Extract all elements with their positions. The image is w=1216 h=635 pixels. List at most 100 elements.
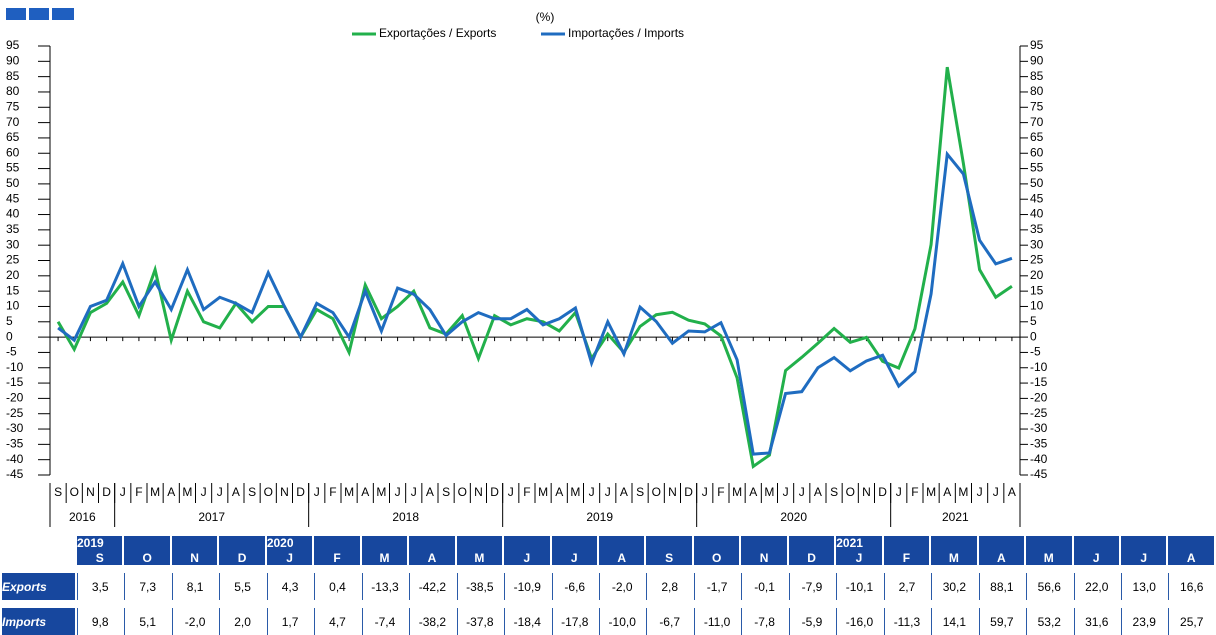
x-tick-label: A — [814, 485, 822, 499]
spacer — [2, 565, 75, 573]
month-header: D — [788, 550, 835, 565]
x-tick-label: A — [555, 485, 563, 499]
x-tick-label: S — [830, 485, 838, 499]
year-header — [978, 536, 1025, 550]
logo-block — [52, 8, 74, 20]
month-header: J — [504, 550, 550, 565]
cell: 14,1 — [931, 608, 976, 635]
cell: -11,3 — [883, 608, 929, 635]
month-header: A — [978, 550, 1025, 565]
month-header: M — [1026, 550, 1072, 565]
chart-title: (%) — [536, 10, 555, 24]
x-tick-label: M — [376, 485, 386, 499]
year-label: 2020 — [780, 510, 807, 524]
x-tick-label: D — [684, 485, 693, 499]
y-tick-label: -20 — [6, 391, 24, 405]
y-tick-label: -35 — [6, 437, 24, 451]
x-tick-label: J — [799, 485, 805, 499]
cell: -13,3 — [361, 573, 407, 600]
month-header: J — [551, 550, 597, 565]
cell: -38,5 — [456, 573, 502, 600]
x-tick-label: F — [135, 485, 142, 499]
x-tick-label: D — [102, 485, 111, 499]
y-tick-label: 5 — [6, 314, 13, 328]
cell: 2,8 — [646, 573, 691, 600]
x-tick-label: N — [86, 485, 95, 499]
month-header: O — [124, 550, 170, 565]
year-header — [931, 536, 977, 550]
y2-tick-label: 65 — [1030, 130, 1044, 144]
y2-tick-label: 10 — [1030, 299, 1044, 313]
cell: -16,0 — [836, 608, 881, 635]
cell: 1,7 — [266, 608, 312, 635]
month-header: M — [456, 550, 503, 565]
y2-tick-label: 25 — [1030, 253, 1044, 267]
year-label: 2017 — [198, 510, 225, 524]
y-tick-label: 20 — [6, 268, 20, 282]
cell: 0,4 — [314, 573, 359, 600]
x-tick-label: M — [150, 485, 160, 499]
y-tick-label: 55 — [6, 161, 20, 175]
y2-tick-label: 15 — [1030, 283, 1044, 297]
series-line — [57, 150, 1013, 456]
x-tick-label: A — [1008, 485, 1016, 499]
month-header: A — [1168, 550, 1214, 565]
cell: 2,0 — [219, 608, 264, 635]
year-header — [693, 536, 740, 550]
x-tick-label: J — [589, 485, 595, 499]
x-tick-label: M — [538, 485, 548, 499]
y2-tick-label: 50 — [1030, 176, 1044, 190]
y2-tick-label: 85 — [1030, 69, 1044, 83]
year-header — [788, 536, 835, 550]
cell: -2,0 — [598, 573, 644, 600]
x-tick-label: M — [958, 485, 968, 499]
y2-tick-label: 70 — [1030, 115, 1044, 129]
table-row: 2019 2020 2021 — [2, 536, 1214, 550]
cell: -10,0 — [598, 608, 644, 635]
cell: 9,8 — [77, 608, 122, 635]
x-tick-label: A — [361, 485, 369, 499]
year-header — [1026, 536, 1072, 550]
x-tick-label: N — [668, 485, 677, 499]
x-tick-label: O — [264, 485, 273, 499]
table-row — [2, 565, 1214, 573]
x-tick-label: A — [620, 485, 628, 499]
year-header — [456, 536, 503, 550]
corner — [2, 536, 75, 550]
y2-tick-label: 35 — [1030, 222, 1044, 236]
x-tick-label: M — [926, 485, 936, 499]
y-tick-label: -10 — [6, 360, 24, 374]
x-tick-label: O — [652, 485, 661, 499]
cell: 56,6 — [1026, 573, 1071, 600]
year-header — [361, 536, 408, 550]
x-tick-label: M — [182, 485, 192, 499]
y-tick-label: 40 — [6, 207, 20, 221]
y2-tick-label: -35 — [1030, 437, 1048, 451]
y-tick-label: 10 — [6, 299, 20, 313]
x-tick-label: J — [217, 485, 223, 499]
x-tick-label: O — [846, 485, 855, 499]
cell: -7,4 — [361, 608, 407, 635]
y2-tick-label: 45 — [1030, 191, 1044, 205]
x-tick-label: J — [411, 485, 417, 499]
x-tick-label: A — [232, 485, 240, 499]
year-header: 2020 — [266, 536, 313, 550]
cell: 30,2 — [931, 573, 976, 600]
x-tick-label: D — [878, 485, 887, 499]
y-tick-label: 75 — [6, 99, 20, 113]
cell: 3,5 — [77, 573, 122, 600]
row-label: Imports — [2, 608, 75, 635]
x-tick-label: J — [201, 485, 207, 499]
cell: 31,6 — [1073, 608, 1119, 635]
y2-tick-label: 95 — [1030, 38, 1044, 52]
x-tick-label: J — [605, 485, 611, 499]
year-label: 2016 — [69, 510, 96, 524]
x-tick-label: M — [764, 485, 774, 499]
month-header: J — [1120, 550, 1167, 565]
year-label: 2021 — [942, 510, 969, 524]
cell: 25,7 — [1168, 608, 1214, 635]
x-tick-label: N — [862, 485, 871, 499]
month-header: S — [646, 550, 692, 565]
x-tick-label: J — [993, 485, 999, 499]
